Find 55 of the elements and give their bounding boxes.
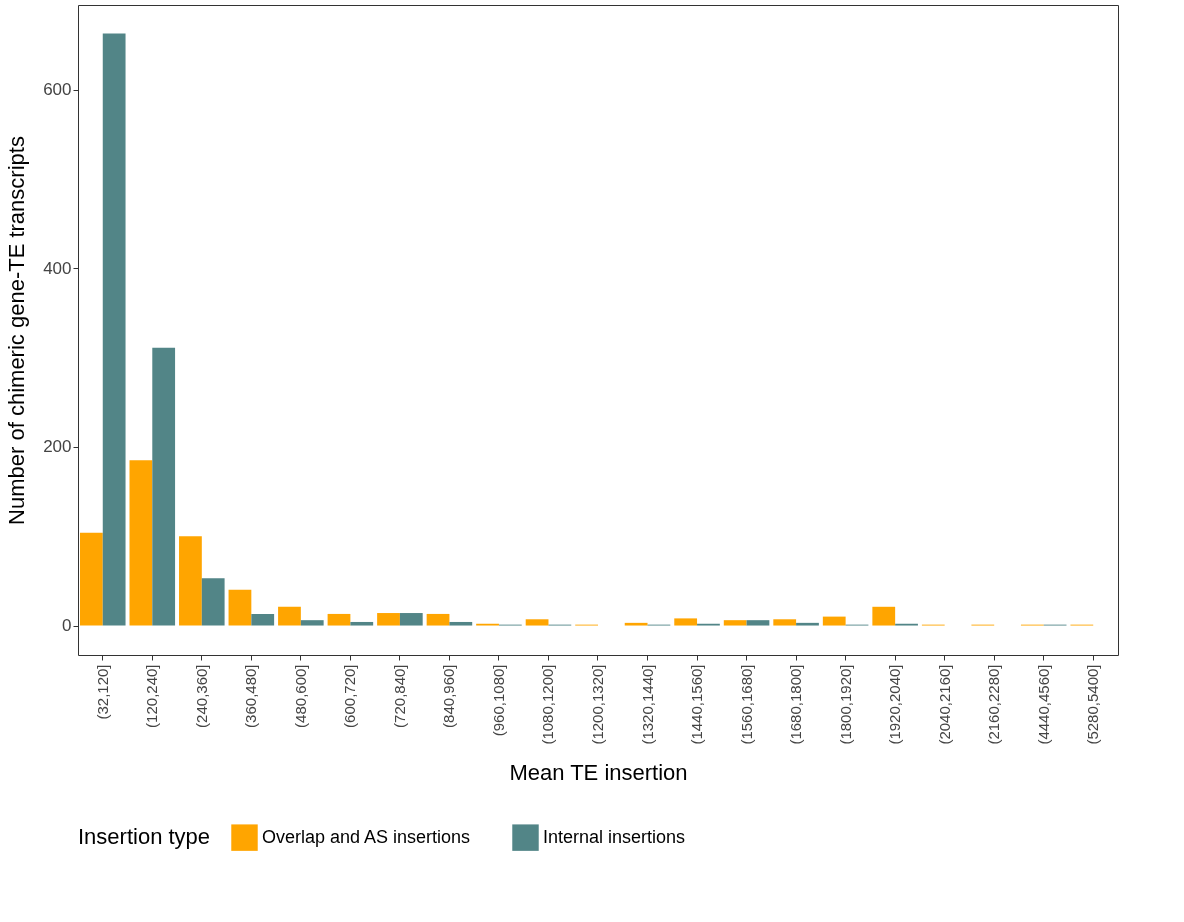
x-tick-label: (1560,1680] — [737, 664, 755, 745]
x-tick-label: (360,480] — [242, 664, 260, 728]
x-tick-label: (960,1080] — [489, 664, 507, 737]
bar — [822, 616, 846, 626]
x-tick-label: (1080,1200] — [539, 664, 557, 745]
x-tick-label: (5280,5400] — [1084, 664, 1102, 745]
bar — [350, 621, 374, 626]
x-tick-label: (600,720] — [341, 664, 359, 728]
x-tick-label: (4440,4560] — [1034, 664, 1052, 745]
x-tick-label: (1440,1560] — [688, 664, 706, 745]
x-tick-label: (1680,1800] — [787, 664, 805, 745]
y-tick-label: 0 — [62, 616, 72, 636]
bar — [674, 618, 698, 626]
x-tick-label: (240,360] — [192, 664, 210, 728]
bar — [129, 460, 153, 626]
bar — [796, 622, 819, 626]
x-tick-label: (2040,2160] — [935, 664, 953, 745]
bar — [152, 347, 176, 626]
bar — [872, 606, 896, 626]
y-axis-title: Number of chimeric gene-TE transcripts — [4, 136, 30, 525]
y-tick-label: 200 — [43, 437, 72, 457]
bar — [327, 613, 351, 626]
bar — [449, 621, 473, 626]
bar — [723, 620, 747, 626]
x-tick-label: (1320,1440] — [638, 664, 656, 745]
bar — [525, 619, 549, 626]
y-tick-label: 600 — [43, 80, 72, 100]
bar — [228, 589, 252, 626]
bar — [399, 613, 423, 626]
legend-title: Insertion type — [78, 824, 211, 849]
legend-label: Overlap and AS insertions — [262, 826, 471, 847]
bar — [426, 613, 450, 626]
bar — [624, 622, 648, 626]
bar — [201, 578, 225, 626]
x-tick-label: (720,840] — [390, 664, 408, 728]
x-tick-label: (480,600] — [291, 664, 309, 728]
bar — [278, 606, 301, 626]
bar — [773, 619, 797, 626]
legend-label: Internal insertions — [543, 826, 686, 847]
bar — [79, 532, 103, 626]
bar — [102, 33, 126, 626]
y-tick-label: 400 — [43, 258, 72, 278]
bar — [179, 536, 202, 626]
bar — [300, 620, 324, 626]
x-tick-label: (1920,2040] — [886, 664, 904, 745]
x-tick-label: (2160,2280] — [985, 664, 1003, 745]
bar — [746, 620, 770, 626]
x-axis-title: Mean TE insertion — [509, 759, 688, 785]
bar — [377, 613, 400, 626]
x-tick-label: (32,120] — [93, 664, 111, 720]
x-tick-label: (1800,1920] — [836, 664, 854, 745]
x-tick-label: (1200,1320] — [589, 664, 606, 745]
x-tick-label: (840,960] — [440, 664, 458, 728]
x-tick-label: (120,240] — [143, 664, 161, 728]
bar — [251, 613, 275, 626]
